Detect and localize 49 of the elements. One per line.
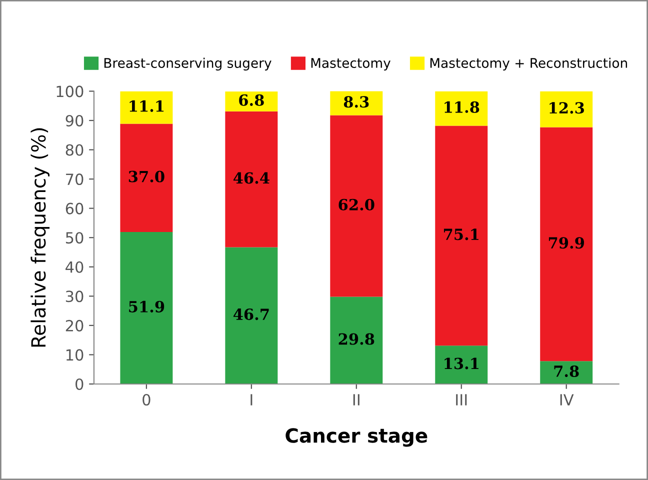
- bar: [330, 115, 383, 297]
- y-tick-label: 60: [66, 202, 84, 214]
- bar: [120, 124, 173, 232]
- y-tick-label: 30: [66, 290, 84, 302]
- legend-label: Breast-conserving sugery: [104, 58, 272, 71]
- data-label: 46.7: [233, 308, 269, 320]
- bar: [330, 296, 383, 384]
- bar: [120, 91, 173, 124]
- data-label: 75.1: [444, 228, 478, 240]
- data-label: 46.4: [233, 172, 270, 184]
- y-tick-label: 70: [66, 174, 84, 186]
- data-label: 12.3: [550, 102, 584, 114]
- x-tick-label: II: [353, 394, 360, 406]
- bar: [540, 127, 593, 362]
- data-label: 29.8: [338, 333, 374, 345]
- data-label: 79.9: [548, 237, 584, 249]
- y-tick-label: 0: [76, 378, 84, 390]
- data-label: 37.0: [128, 170, 164, 182]
- legend-label: Mastectomy: [311, 58, 390, 71]
- x-tick-label: 0: [142, 394, 150, 406]
- y-tick-label: 50: [66, 232, 84, 244]
- y-tick-label: 90: [66, 114, 84, 126]
- data-label: 13.1: [444, 358, 478, 370]
- y-tick-label: 10: [66, 349, 84, 361]
- x-axis-title: Cancer stage: [286, 428, 428, 447]
- bar: [540, 361, 593, 384]
- bar: [435, 346, 488, 384]
- x-tick-label: IV: [560, 394, 574, 406]
- data-label: 8.3: [344, 96, 369, 108]
- bar: [225, 247, 278, 384]
- x-tick-label: III: [456, 394, 467, 406]
- bar: [435, 91, 488, 126]
- y-tick-label: 20: [66, 320, 84, 332]
- data-label: 11.8: [444, 101, 480, 113]
- data-label: 6.8: [239, 94, 264, 106]
- data-label: 62.0: [338, 198, 374, 210]
- y-axis-title: Relative frequency (%): [30, 128, 50, 347]
- y-tick-label: 80: [66, 144, 84, 156]
- bar: [120, 232, 173, 384]
- data-label: 51.9: [129, 300, 164, 312]
- data-label: 7.8: [554, 365, 579, 378]
- x-tick-label: I: [250, 394, 252, 406]
- y-tick-label: 100: [56, 86, 84, 98]
- bar: [540, 91, 593, 128]
- legend-label: Mastectomy + Reconstruction: [430, 58, 628, 71]
- data-label: 11.1: [130, 100, 164, 112]
- bar: [225, 111, 278, 248]
- y-tick-label: 40: [66, 261, 84, 273]
- bar: [435, 126, 488, 346]
